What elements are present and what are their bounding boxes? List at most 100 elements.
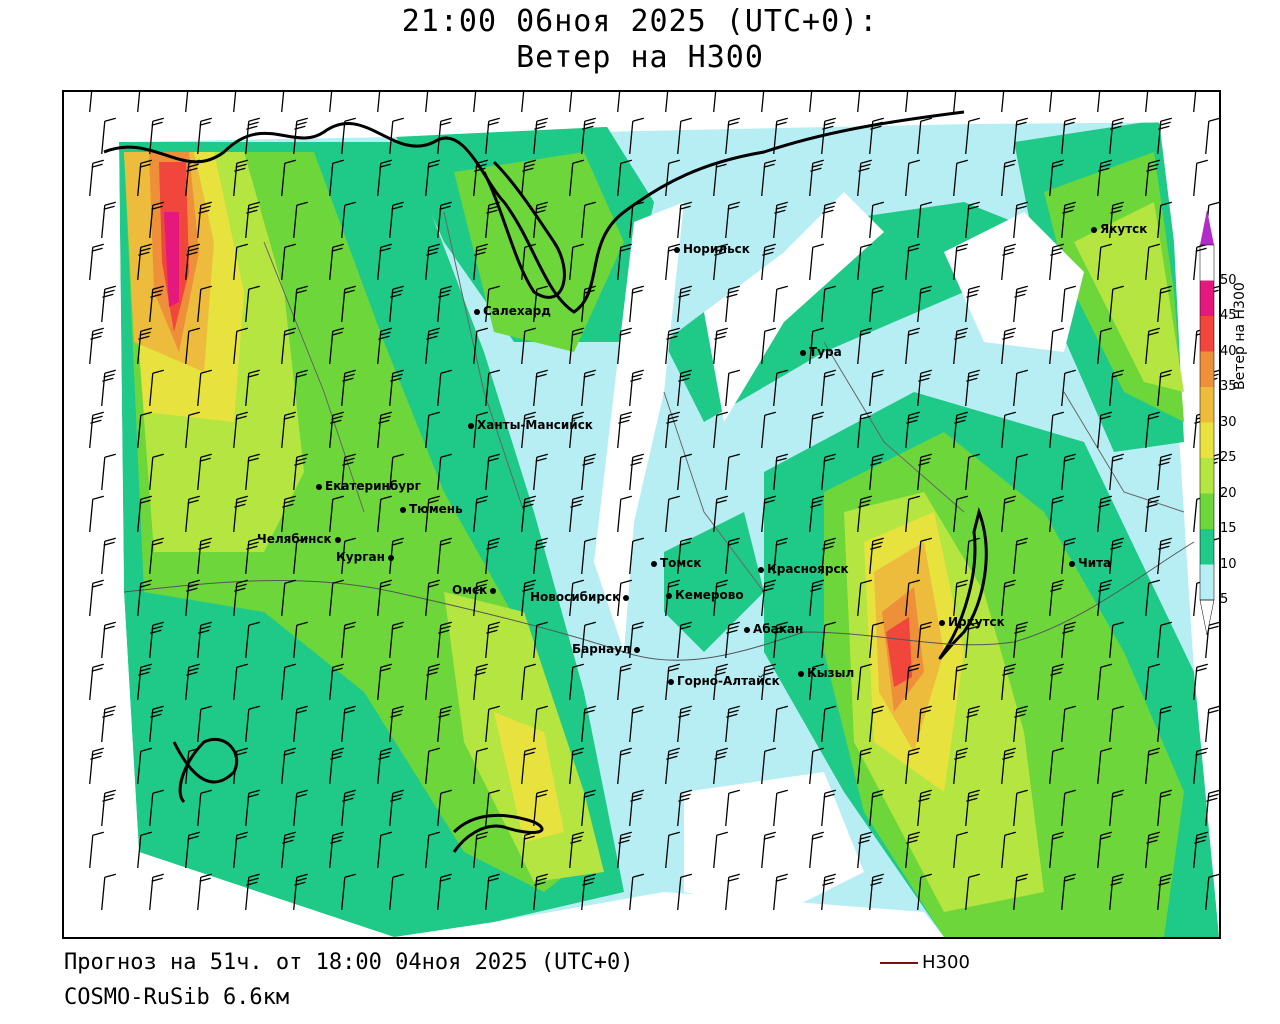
wind-barb bbox=[809, 411, 824, 449]
wind-barb bbox=[953, 831, 968, 869]
wind-barb bbox=[389, 453, 404, 491]
wind-barb bbox=[233, 747, 248, 785]
wind-barb bbox=[245, 621, 260, 659]
wind-barb bbox=[473, 327, 488, 365]
wind-barb bbox=[1049, 747, 1064, 785]
wind-barb bbox=[473, 579, 488, 617]
wind-barb bbox=[761, 411, 776, 449]
city-chelyabinsk: Челябинск bbox=[257, 532, 344, 546]
wind-barb bbox=[629, 285, 644, 323]
wind-barb bbox=[1097, 92, 1101, 113]
forecast-info: Прогноз на 51ч. от 18:00 04ноя 2025 (UTC… bbox=[64, 950, 634, 975]
wind-barb bbox=[665, 579, 680, 617]
wind-barb bbox=[1109, 369, 1124, 407]
wind-barb bbox=[149, 537, 164, 575]
wind-barb bbox=[137, 159, 152, 197]
colorbar-segment bbox=[1200, 280, 1214, 316]
wind-barb bbox=[809, 579, 824, 617]
wind-barb bbox=[137, 831, 152, 869]
wind-barb bbox=[1157, 369, 1172, 407]
city-tura: Тура bbox=[800, 345, 842, 359]
wind-barb bbox=[869, 369, 884, 407]
wind-barb bbox=[329, 243, 344, 281]
wind-barb bbox=[233, 92, 237, 113]
wind-barb bbox=[533, 873, 548, 911]
wind-barb bbox=[425, 579, 440, 617]
colorbar-segment bbox=[1200, 351, 1214, 387]
magenta-west bbox=[164, 212, 179, 307]
model-name: COSMO-RuSib 6.6км bbox=[64, 985, 290, 1010]
wind-barb bbox=[185, 831, 200, 869]
colorbar-tick-label: 5 bbox=[1220, 592, 1229, 607]
wind-barb bbox=[89, 579, 104, 617]
wind-barb bbox=[197, 621, 212, 659]
wind-barb bbox=[101, 789, 116, 827]
wind-barb bbox=[965, 873, 980, 911]
wind-barb bbox=[533, 453, 548, 491]
wind-barb bbox=[521, 411, 536, 449]
wind-barb bbox=[485, 537, 500, 575]
wind-barb bbox=[185, 327, 200, 365]
city-dot bbox=[744, 626, 750, 633]
city-dot bbox=[474, 308, 480, 315]
wind-barb bbox=[629, 705, 644, 743]
colorbar bbox=[1199, 210, 1215, 636]
wind-barb bbox=[1145, 411, 1160, 449]
wind-barb bbox=[377, 831, 392, 869]
wind-barb bbox=[917, 873, 932, 911]
city-dot bbox=[387, 554, 394, 561]
colorbar-tick-label: 40 bbox=[1220, 343, 1237, 359]
wind-barb bbox=[1097, 495, 1112, 533]
wind-barb bbox=[1049, 243, 1064, 281]
wind-barb bbox=[713, 831, 728, 869]
city-dot bbox=[666, 592, 672, 599]
lorange-center bbox=[494, 712, 564, 842]
city-dot bbox=[939, 619, 945, 626]
calm-lane-3 bbox=[944, 212, 1084, 352]
wind-barb bbox=[281, 747, 296, 785]
wind-barb bbox=[101, 453, 116, 491]
wind-barb bbox=[89, 495, 104, 533]
wind-barb bbox=[329, 831, 344, 869]
wind-barb bbox=[1109, 201, 1124, 239]
wind-barb bbox=[137, 411, 152, 449]
wind-barb bbox=[149, 285, 164, 323]
wind-barb bbox=[377, 747, 392, 785]
wind-barb bbox=[1013, 369, 1028, 407]
wind-barb bbox=[1193, 831, 1208, 869]
wind-barb bbox=[245, 537, 260, 575]
wind-barb bbox=[185, 663, 200, 701]
wind-barb bbox=[341, 705, 356, 743]
wind-barb bbox=[1157, 705, 1172, 743]
wind-barb bbox=[713, 579, 728, 617]
city-gorno-altaysk: Горно-Алтайск bbox=[668, 674, 780, 688]
wind-barb bbox=[773, 453, 788, 491]
wind-barb bbox=[437, 705, 452, 743]
wind-barb bbox=[713, 747, 728, 785]
wind-barb bbox=[917, 621, 932, 659]
wind-barb bbox=[485, 201, 500, 239]
wind-barb bbox=[617, 92, 621, 113]
wind-barb bbox=[89, 327, 104, 365]
city-kemerovo: Кемерово bbox=[666, 588, 744, 602]
wind-barb bbox=[569, 327, 584, 365]
wind-barb bbox=[857, 92, 861, 113]
wind-barb bbox=[233, 159, 248, 197]
city-dot bbox=[316, 483, 322, 490]
wind-barb bbox=[425, 747, 440, 785]
wind-barb bbox=[245, 705, 260, 743]
wind-barb bbox=[293, 537, 308, 575]
wind-barb bbox=[533, 537, 548, 575]
calm-bottom bbox=[64, 852, 394, 937]
wind-barb bbox=[89, 92, 93, 113]
wind-barb bbox=[581, 537, 596, 575]
wind-barb bbox=[809, 831, 824, 869]
wind-barb bbox=[617, 831, 632, 869]
wind-barb bbox=[869, 201, 884, 239]
wind-barb bbox=[137, 663, 152, 701]
city-dot bbox=[468, 422, 474, 429]
wind-barb bbox=[761, 831, 776, 869]
wind-barb bbox=[1097, 243, 1112, 281]
wind-barb bbox=[389, 117, 404, 155]
wind-barb bbox=[341, 537, 356, 575]
